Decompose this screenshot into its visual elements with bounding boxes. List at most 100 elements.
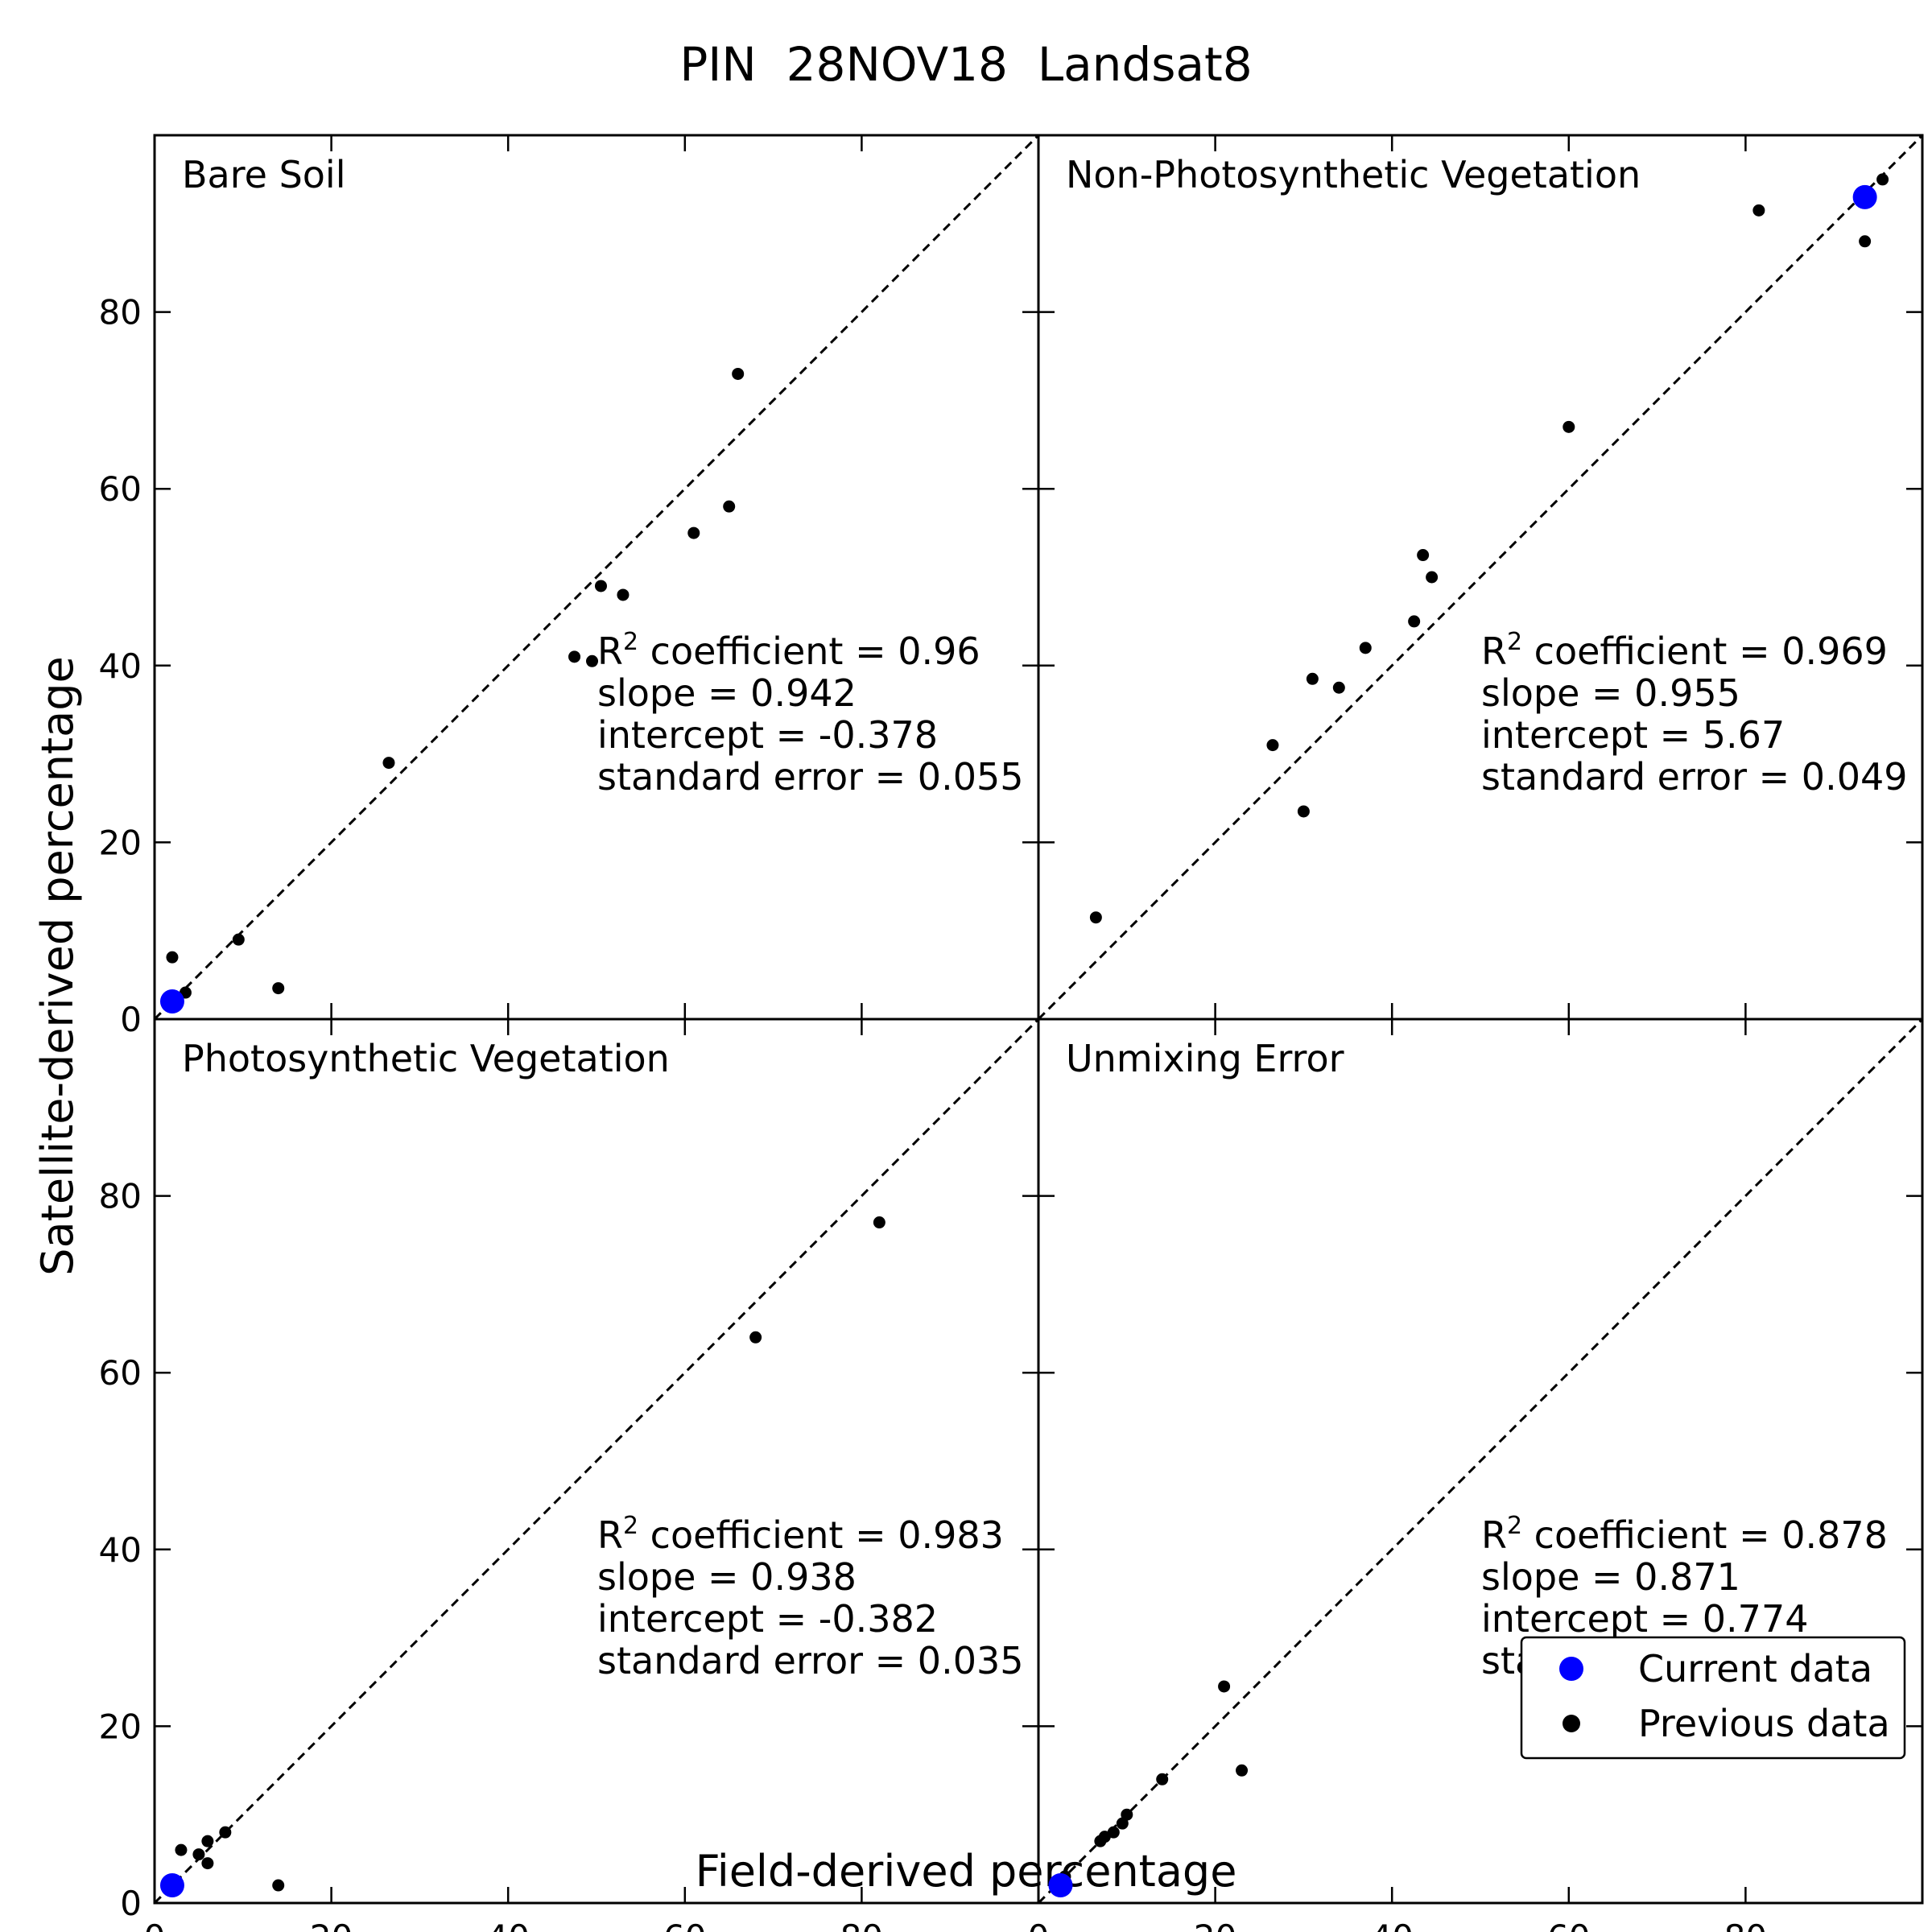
- previous-data-point: [1359, 642, 1372, 654]
- superscript-2: 2: [623, 1512, 638, 1540]
- stat-line: intercept = -0.382: [597, 1597, 938, 1641]
- panel-3: 00 20 20 40 40 60 60 80 80 Photosynthetic Vegetat…: [99, 1018, 1040, 1932]
- one-to-one-line: [153, 1018, 1040, 1905]
- y-tick-label: 80: [99, 1177, 142, 1216]
- y-tick-label: 40: [99, 1530, 142, 1570]
- previous-data-point: [201, 1857, 214, 1870]
- stat-line: slope = 0.942: [597, 671, 857, 715]
- stat-line: slope = 0.938: [597, 1555, 857, 1599]
- previous-data-point: [272, 1879, 285, 1892]
- stat-line: slope = 0.955: [1481, 671, 1740, 715]
- previous-data-point: [586, 654, 599, 667]
- x-axis-label: Field-derived percentage: [696, 1846, 1237, 1897]
- stat-line: standard error = 0.049: [1481, 755, 1908, 799]
- previous-data-point: [1859, 235, 1872, 248]
- x-tick-label: 40: [486, 1918, 529, 1932]
- previous-data-point: [1089, 911, 1102, 924]
- one-to-one-line: [1037, 134, 1924, 1021]
- previous-data-point: [166, 951, 179, 964]
- x-tick-label: 40: [1370, 1918, 1413, 1932]
- previous-data-point: [749, 1331, 762, 1344]
- stat-text: coefficient = 0.969: [1522, 630, 1888, 673]
- previous-data-point: [617, 588, 630, 601]
- previous-data-point: [723, 500, 736, 513]
- y-tick-label: 60: [99, 469, 142, 509]
- current-data-point: [159, 989, 184, 1014]
- panel-frame: [1037, 1018, 1924, 1905]
- y-tick-label: 0: [120, 1884, 142, 1923]
- panel-title: Photosynthetic Vegetation: [182, 1037, 670, 1080]
- previous-data-point: [687, 526, 700, 539]
- legend-label: Previous data: [1638, 1702, 1890, 1745]
- current-data-point: [159, 1873, 184, 1898]
- previous-data-point: [219, 1826, 232, 1839]
- previous-data-point: [594, 580, 607, 592]
- previous-data-point: [1218, 1680, 1231, 1693]
- current-data-point: [1852, 184, 1877, 209]
- previous-data-point: [382, 757, 395, 770]
- legend: Current data Previous data: [1520, 1636, 1906, 1760]
- panel-title: Bare Soil: [182, 153, 345, 196]
- one-to-one-line: [1037, 1018, 1924, 1905]
- panel-4: 0 20 40 60 80 Unmixing Error R2 coefficient = …: [1028, 1018, 1924, 1932]
- stat-line: intercept = 5.67: [1481, 713, 1785, 757]
- previous-data-point: [732, 367, 745, 380]
- y-axis-label: Satellite-derived percentage: [32, 656, 83, 1275]
- x-tick-label: 0: [1028, 1918, 1050, 1932]
- one-to-one-line: [153, 134, 1040, 1021]
- legend-marker: [1563, 1715, 1580, 1732]
- figure-title: PIN 28NOV18 Landsat8: [679, 37, 1252, 92]
- previous-data-point: [1266, 739, 1279, 752]
- previous-data-point: [1332, 681, 1345, 694]
- stat-line: standard error = 0.055: [597, 755, 1024, 799]
- y-tick-label: 20: [99, 1707, 142, 1746]
- y-tick-label: 80: [99, 293, 142, 332]
- x-tick-label: 20: [1194, 1918, 1236, 1932]
- panel-2: Non-Photosynthetic Vegetation R2 coeffici…: [1037, 134, 1924, 1021]
- y-tick-label: 0: [120, 1000, 142, 1039]
- previous-data-point: [568, 650, 581, 663]
- x-tick-label: 0: [144, 1918, 166, 1932]
- panel-title: Non-Photosynthetic Vegetation: [1066, 153, 1641, 196]
- previous-data-point: [1236, 1764, 1249, 1777]
- previous-data-point: [1876, 173, 1889, 186]
- x-tick-label: 60: [1547, 1918, 1590, 1932]
- stat-line: R2 coefficient = 0.878: [1481, 1512, 1888, 1557]
- previous-data-point: [272, 982, 285, 995]
- stat-text: coefficient = 0.878: [1522, 1513, 1888, 1557]
- superscript-2: 2: [623, 628, 638, 656]
- stat-text: coefficient = 0.96: [638, 630, 980, 673]
- previous-data-point: [175, 1843, 188, 1856]
- y-tick-label: 60: [99, 1353, 142, 1393]
- stat-text: coefficient = 0.983: [638, 1513, 1004, 1557]
- r-letter: R: [1481, 630, 1507, 673]
- current-data-point: [1048, 1873, 1073, 1898]
- panel-title: Unmixing Error: [1066, 1037, 1344, 1080]
- previous-data-point: [1752, 204, 1765, 217]
- y-tick-label: 40: [99, 646, 142, 686]
- previous-data-point: [1156, 1773, 1169, 1785]
- stat-line: R2 coefficient = 0.969: [1481, 628, 1888, 673]
- previous-data-point: [232, 933, 245, 946]
- previous-data-point: [1107, 1826, 1120, 1839]
- r-letter: R: [1481, 1513, 1507, 1557]
- y-tick-label: 20: [99, 823, 142, 862]
- previous-data-point: [1408, 615, 1421, 628]
- x-tick-label: 80: [1724, 1918, 1767, 1932]
- superscript-2: 2: [1507, 628, 1522, 656]
- previous-data-point: [192, 1848, 205, 1861]
- stat-line: R2 coefficient = 0.983: [597, 1512, 1004, 1557]
- previous-data-point: [1426, 571, 1439, 584]
- r-letter: R: [597, 1513, 623, 1557]
- x-tick-label: 20: [310, 1918, 353, 1932]
- stat-line: intercept = -0.378: [597, 713, 938, 757]
- r-letter: R: [597, 630, 623, 673]
- previous-data-point: [1297, 805, 1310, 818]
- x-tick-label: 80: [840, 1918, 883, 1932]
- superscript-2: 2: [1507, 1512, 1522, 1540]
- x-tick-label: 60: [663, 1918, 706, 1932]
- previous-data-point: [201, 1835, 214, 1847]
